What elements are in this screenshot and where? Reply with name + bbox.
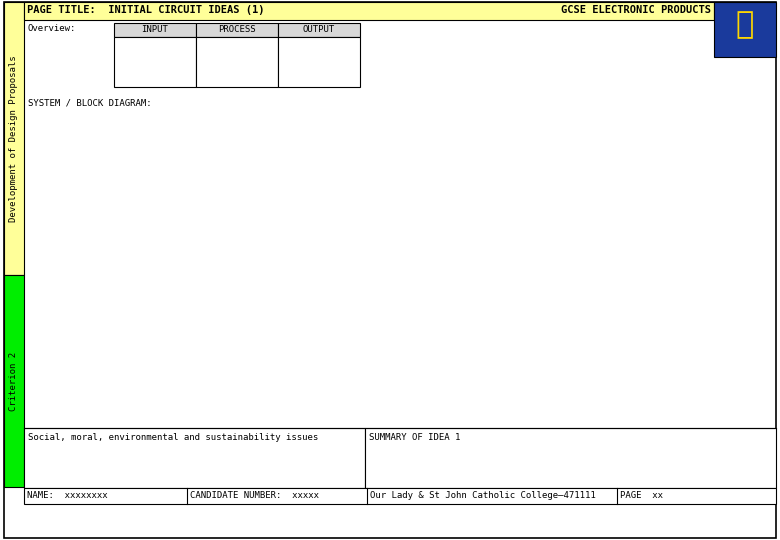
Text: GCSE ELECTRONIC PRODUCTS: GCSE ELECTRONIC PRODUCTS (561, 5, 711, 15)
Bar (24, 488, 776, 504)
Bar (4, 2, 24, 275)
Text: Overview:: Overview: (28, 24, 76, 33)
Text: Our Lady & St John Catholic College—471111: Our Lady & St John Catholic College—4711… (370, 491, 596, 500)
Bar (196, 23, 278, 37)
Bar (714, 2, 776, 57)
Text: PROCESS: PROCESS (218, 25, 256, 34)
Text: PAGE  xx: PAGE xx (620, 491, 663, 500)
Bar (24, 2, 714, 20)
Bar (196, 37, 278, 87)
Bar (4, 275, 24, 487)
Bar (278, 23, 360, 37)
Text: SYSTEM / BLOCK DIAGRAM:: SYSTEM / BLOCK DIAGRAM: (28, 98, 151, 107)
Bar (114, 23, 196, 37)
Text: Criterion 2: Criterion 2 (9, 352, 19, 410)
Bar (24, 428, 365, 488)
Text: CANDIDATE NUMBER:  xxxxx: CANDIDATE NUMBER: xxxxx (190, 491, 319, 500)
Text: Social, moral, environmental and sustainability issues: Social, moral, environmental and sustain… (28, 433, 318, 442)
Bar (278, 37, 360, 87)
Text: PAGE TITLE:  INITIAL CIRCUIT IDEAS (1): PAGE TITLE: INITIAL CIRCUIT IDEAS (1) (27, 5, 264, 15)
Text: OUTPUT: OUTPUT (303, 25, 335, 34)
Text: 🛡: 🛡 (736, 11, 754, 39)
Bar (365, 428, 776, 488)
Text: NAME:  xxxxxxxx: NAME: xxxxxxxx (27, 491, 108, 500)
Text: Development of Design Proposals: Development of Design Proposals (9, 55, 19, 222)
Text: INPUT: INPUT (141, 25, 168, 34)
Bar (114, 37, 196, 87)
Text: SUMMARY OF IDEA 1: SUMMARY OF IDEA 1 (369, 433, 460, 442)
